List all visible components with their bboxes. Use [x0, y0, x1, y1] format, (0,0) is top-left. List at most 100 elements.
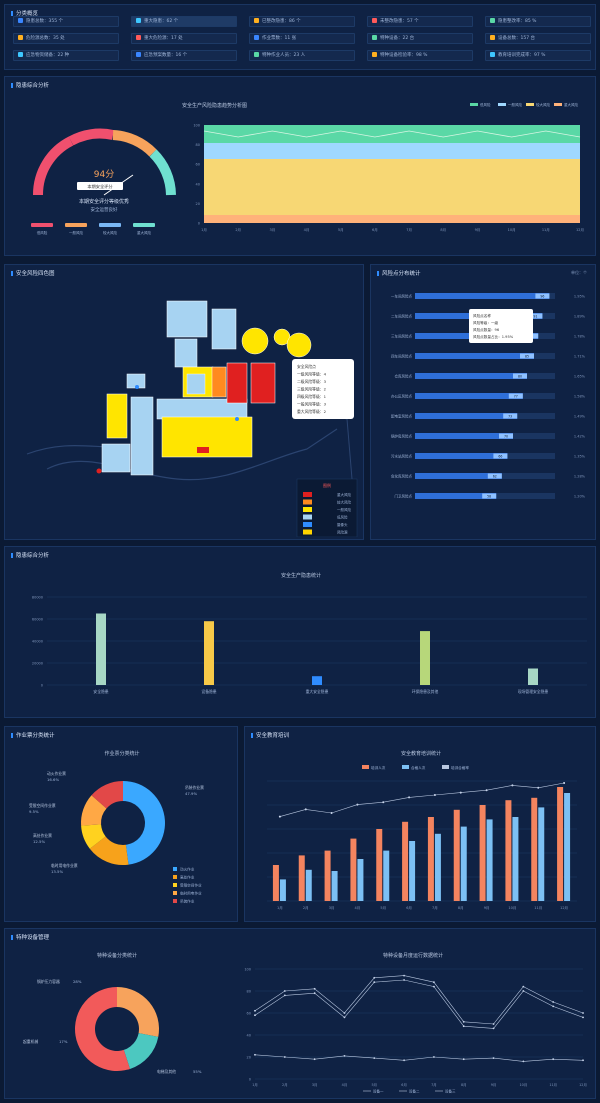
donut2-slice[interactable] [75, 987, 130, 1071]
building-general-risk[interactable] [106, 393, 128, 439]
summary-chip[interactable]: 设备总数：157 台 [485, 33, 591, 44]
combo-bar-b[interactable] [486, 819, 493, 901]
rank-bar[interactable] [415, 373, 527, 379]
summary-chip[interactable]: 特种设备：22 台 [367, 33, 473, 44]
summary-chip[interactable]: 未整改隐患：57 个 [367, 16, 473, 27]
tank-general-risk[interactable] [241, 327, 269, 355]
rank-right-value: 1.95% [574, 295, 586, 299]
donut2-slice[interactable] [117, 987, 159, 1037]
donut1-slice[interactable] [123, 781, 166, 865]
combo-bar-b[interactable] [305, 869, 312, 901]
summary-chip[interactable]: 作业票数：11 张 [249, 33, 355, 44]
summary-chip[interactable]: 已整改隐患：86 个 [249, 16, 355, 27]
combo-bar-b[interactable] [383, 850, 390, 901]
combo-bar-a[interactable] [557, 787, 564, 901]
summary-chip[interactable]: 应急物资储备：22 种 [13, 50, 119, 61]
rank-bar[interactable] [415, 393, 523, 399]
combo-bar-a[interactable] [505, 800, 512, 901]
rank-right-value: 1.42% [574, 435, 586, 439]
rank-bar[interactable] [415, 413, 518, 419]
combo-bar-b[interactable] [512, 817, 519, 901]
rank-bar[interactable] [415, 453, 508, 459]
combo-bar-a[interactable] [376, 829, 383, 901]
donut1-slice[interactable] [91, 781, 123, 809]
tank-general-risk[interactable] [286, 332, 312, 358]
combo-bar-b[interactable] [331, 871, 338, 901]
donut1-legend-swatch [173, 899, 177, 903]
lines-y-tick: 100 [244, 968, 251, 972]
area-band [204, 143, 580, 159]
combo-bar-a[interactable] [272, 865, 279, 901]
rank-tooltip-line: 风险等级：一级 [473, 320, 499, 325]
rank-bar[interactable] [415, 353, 534, 359]
risk-marker[interactable] [96, 468, 102, 474]
overview-bar[interactable] [420, 631, 430, 685]
donut1-slice[interactable] [81, 824, 106, 849]
donut2-slice[interactable] [123, 1033, 159, 1069]
combo-bar-a[interactable] [427, 817, 434, 901]
rank-right-value: 1.28% [574, 475, 586, 479]
combo-bar-b[interactable] [434, 833, 441, 901]
area-x-tick: 12月 [576, 227, 584, 232]
camera-marker[interactable] [235, 417, 239, 421]
overview-bar-chart: 安全生产隐患统计 80000 60000 40000 20000 0 安全隐患 设备隐患 重大… [32, 572, 587, 694]
overview-y-tick: 0 [41, 684, 43, 688]
summary-chip[interactable]: 重大隐患：62 个 [131, 16, 237, 27]
area-legend-swatch [526, 103, 534, 106]
combo-bar-a[interactable] [298, 855, 305, 901]
combo-bar-a[interactable] [324, 850, 331, 901]
training-combo-chart: 安全教育培训统计 培训人次 合格人次 培训合格率 1月 2月 3月 4月 5月 6月 7月 8月 9月… [267, 750, 577, 910]
camera-marker[interactable] [135, 385, 139, 389]
overview-bar[interactable] [528, 668, 538, 686]
summary-chip[interactable]: 重大危险源：17 处 [131, 33, 237, 44]
building-low-risk[interactable] [166, 300, 208, 338]
donut1-label: 受限空间作业票 [29, 803, 56, 808]
combo-bar-a[interactable] [402, 821, 409, 901]
summary-chip[interactable]: 隐患整改率：85 % [485, 16, 591, 27]
combo-bar-b[interactable] [409, 841, 416, 901]
building-low-risk[interactable] [211, 308, 237, 350]
donut1-slice[interactable] [89, 836, 129, 865]
building-low-risk[interactable] [101, 443, 131, 473]
overview-bar[interactable] [312, 676, 322, 685]
overview-bar[interactable] [96, 613, 106, 686]
rank-bar[interactable] [415, 493, 497, 499]
summary-chip[interactable]: 应急预案数量：16 个 [131, 50, 237, 61]
building-major-risk[interactable] [211, 366, 227, 398]
donut1-legend-label: 受限空间作业 [180, 883, 202, 888]
building-severe-risk[interactable] [226, 362, 248, 404]
combo-bar-b[interactable] [564, 793, 571, 901]
lines-x-tick: 7月 [431, 1083, 437, 1087]
combo-bar-a[interactable] [531, 797, 538, 901]
combo-bar-b[interactable] [538, 807, 545, 901]
rank-bar[interactable] [415, 433, 513, 439]
gauge-legend-swatch [31, 223, 53, 227]
rank-bar[interactable] [415, 293, 550, 299]
gauge-seg-4 [149, 149, 176, 196]
combo-bar-b[interactable] [357, 859, 364, 901]
combo-bar-a[interactable] [453, 809, 460, 901]
building-low-risk[interactable] [186, 373, 206, 395]
building-low-risk[interactable] [130, 396, 154, 476]
gauge-legend-swatch [65, 223, 87, 227]
summary-chip[interactable]: 教育培训完成率：97 % [485, 50, 591, 61]
chip-icon [136, 18, 141, 23]
donut1-slice[interactable] [81, 795, 107, 826]
summary-chip[interactable]: 特种设备检验率：98 % [367, 50, 473, 61]
combo-bar-a[interactable] [350, 838, 357, 901]
gauge-seg-2 [68, 128, 115, 146]
summary-chip[interactable]: 隐患总数：355 个 [13, 16, 119, 27]
overview-bar[interactable] [204, 621, 214, 685]
combo-bar-a[interactable] [479, 805, 486, 901]
rank-bar[interactable] [415, 473, 502, 479]
building-severe-risk[interactable] [250, 362, 276, 404]
summary-chip[interactable]: 危险源总数：35 处 [13, 33, 119, 44]
combo-bar-b[interactable] [460, 826, 467, 901]
rank-value: 77 [514, 395, 518, 399]
map-legend-label: 一般风险 [337, 507, 351, 512]
building-low-risk[interactable] [174, 338, 198, 368]
rank-tooltip-line: 风险点数量占比：1.95% [473, 334, 514, 339]
summary-chip[interactable]: 特种作业人员：23 人 [249, 50, 355, 61]
building-severe-risk[interactable] [197, 447, 209, 453]
combo-bar-b[interactable] [279, 879, 286, 901]
